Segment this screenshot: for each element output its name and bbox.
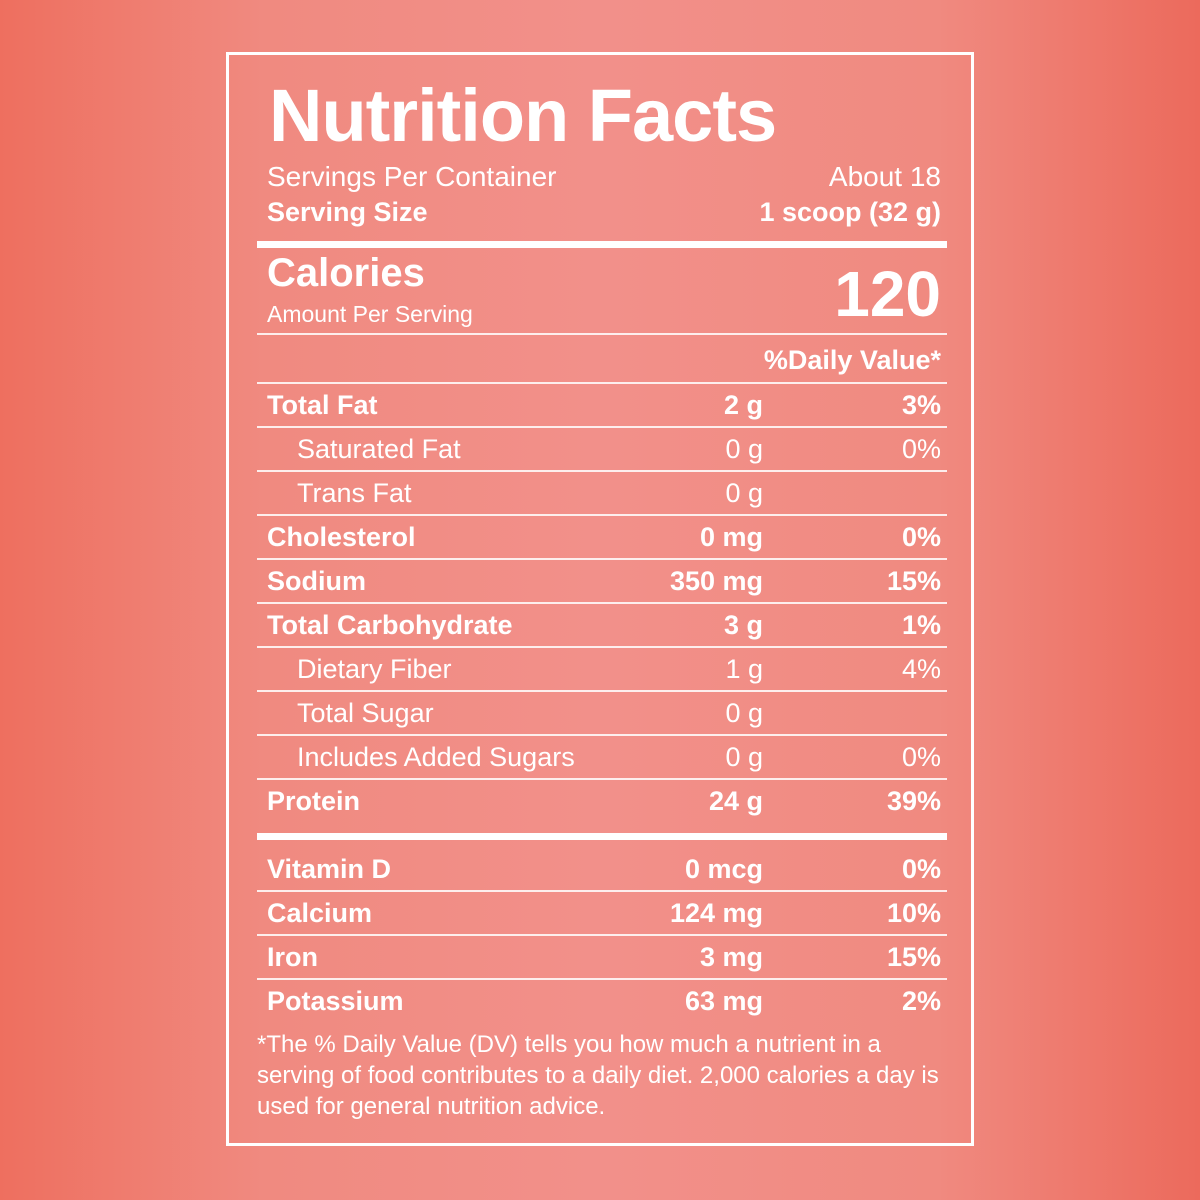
nutrient-daily-value: 0% xyxy=(901,434,941,464)
nutrient-row-trans-fat: Trans Fat 0 g xyxy=(257,472,947,516)
nutrient-amount: 0 g xyxy=(725,478,763,508)
nutrient-name: Total Sugar xyxy=(297,698,434,728)
nutrient-row-total-carbohydrate: Total Carbohydrate 3 g 1% xyxy=(257,604,947,648)
nutrient-daily-value: 2% xyxy=(901,986,941,1016)
nutrient-daily-value: 15% xyxy=(886,566,941,596)
nutrient-name: Potassium xyxy=(267,986,404,1016)
serving-size-label: Serving Size xyxy=(267,197,428,227)
nutrient-row-sodium: Sodium 350 mg 15% xyxy=(257,560,947,604)
nutrient-daily-value: 15% xyxy=(886,942,941,972)
row-divider xyxy=(257,734,947,736)
daily-value-header: %Daily Value* xyxy=(763,345,941,375)
row-divider xyxy=(257,890,947,892)
calories-value: 120 xyxy=(834,258,941,330)
nutrient-amount: 1 g xyxy=(725,654,763,684)
daily-value-footnote: *The % Daily Value (DV) tells you how mu… xyxy=(257,1031,939,1120)
row-divider xyxy=(257,558,947,560)
calories-sub-label: Amount Per Serving xyxy=(267,301,473,327)
nutrient-daily-value: 3% xyxy=(901,390,941,420)
nutrient-name: Dietary Fiber xyxy=(297,654,452,684)
nutrient-row-total-fat: Total Fat 2 g 3% xyxy=(257,384,947,428)
nutrient-daily-value: 10% xyxy=(886,898,941,928)
row-divider xyxy=(257,426,947,428)
nutrient-amount: 350 mg xyxy=(669,566,763,596)
nutrient-name: Protein xyxy=(267,786,361,816)
nutrient-row-saturated-fat: Saturated Fat 0 g 0% xyxy=(257,428,947,472)
nutrient-daily-value: 0% xyxy=(901,742,941,772)
vitamin-row-vitamin-d: Vitamin D 0 mcg 0% xyxy=(257,848,947,892)
row-divider xyxy=(257,514,947,516)
nutrient-amount: 0 g xyxy=(725,698,763,728)
nutrient-amount: 3 mg xyxy=(699,942,763,972)
row-divider xyxy=(257,602,947,604)
divider-thick xyxy=(257,241,947,248)
row-divider xyxy=(257,646,947,648)
serving-size-row: Serving Size 1 scoop (32 g) xyxy=(267,197,941,228)
nutrient-amount: 0 g xyxy=(725,742,763,772)
nutrient-daily-value: 1% xyxy=(901,610,941,640)
row-divider xyxy=(257,778,947,780)
nutrient-amount: 0 mcg xyxy=(684,854,763,884)
nutrient-name: Total Fat xyxy=(267,390,378,420)
divider xyxy=(257,382,947,384)
nutrient-amount: 124 mg xyxy=(669,898,763,928)
nutrient-row-dietary-fiber: Dietary Fiber 1 g 4% xyxy=(257,648,947,692)
nutrient-name: Cholesterol xyxy=(267,522,416,552)
serving-size-value: 1 scoop (32 g) xyxy=(759,197,941,227)
row-divider xyxy=(257,934,947,936)
divider xyxy=(257,333,947,335)
nutrient-amount: 63 mg xyxy=(684,986,763,1016)
nutrient-amount: 3 g xyxy=(723,610,763,640)
row-divider xyxy=(257,978,947,980)
vitamin-row-iron: Iron 3 mg 15% xyxy=(257,936,947,980)
nutrient-name: Vitamin D xyxy=(267,854,392,884)
nutrient-name: Trans Fat xyxy=(297,478,412,508)
servings-value: About 18 xyxy=(828,161,941,192)
nutrient-row-protein: Protein 24 g 39% xyxy=(257,780,947,824)
nutrient-name: Saturated Fat xyxy=(297,434,461,464)
nutrient-amount: 24 g xyxy=(708,786,763,816)
nutrient-row-total-sugar: Total Sugar 0 g xyxy=(257,692,947,736)
divider-thick xyxy=(257,833,947,840)
nutrient-name: Iron xyxy=(267,942,318,972)
row-divider xyxy=(257,690,947,692)
nutrition-facts-content: Nutrition Facts Servings Per Container A… xyxy=(257,55,947,1143)
nutrient-name: Calcium xyxy=(267,898,373,928)
nutrient-name: Includes Added Sugars xyxy=(297,742,575,772)
nutrient-amount: 0 mg xyxy=(699,522,763,552)
nutrient-amount: 2 g xyxy=(723,390,763,420)
calories-label: Calories xyxy=(267,251,425,295)
nutrient-row-cholesterol: Cholesterol 0 mg 0% xyxy=(257,516,947,560)
nutrient-row-added-sugars: Includes Added Sugars 0 g 0% xyxy=(257,736,947,780)
nutrient-name: Total Carbohydrate xyxy=(267,610,513,640)
servings-label: Servings Per Container xyxy=(267,161,557,192)
nutrition-facts-panel: Nutrition Facts Servings Per Container A… xyxy=(226,52,974,1146)
vitamin-row-calcium: Calcium 124 mg 10% xyxy=(257,892,947,936)
servings-per-container-row: Servings Per Container About 18 xyxy=(267,161,941,193)
nutrient-daily-value: 39% xyxy=(886,786,941,816)
vitamin-row-potassium: Potassium 63 mg 2% xyxy=(257,980,947,1024)
row-divider xyxy=(257,470,947,472)
nutrient-daily-value: 0% xyxy=(901,522,941,552)
nutrient-daily-value: 0% xyxy=(901,854,941,884)
nutrient-daily-value: 4% xyxy=(901,654,941,684)
nutrient-name: Sodium xyxy=(267,566,366,596)
panel-title: Nutrition Facts xyxy=(269,74,777,157)
nutrient-amount: 0 g xyxy=(725,434,763,464)
